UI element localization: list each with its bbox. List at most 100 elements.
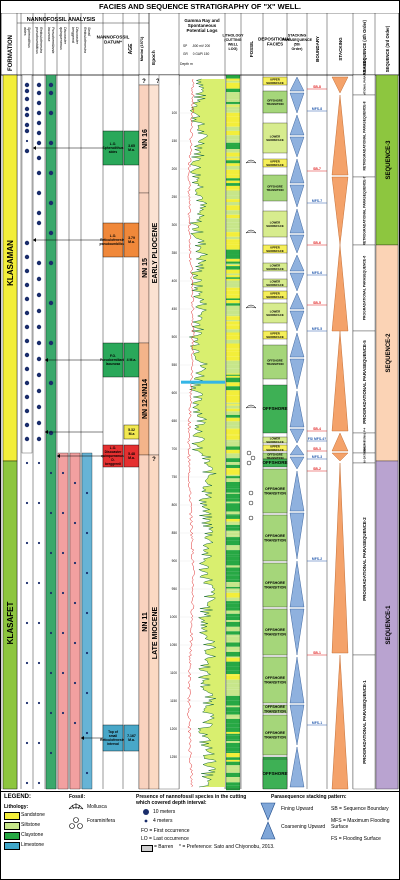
lithology-bed	[226, 518, 240, 522]
lithology-bed	[226, 586, 240, 589]
facies-label: OFFSHORE TRANSITION	[264, 731, 286, 739]
lithology-bed	[226, 700, 240, 706]
lithology-bed	[226, 689, 240, 694]
lithology-bed	[226, 435, 240, 438]
lithology-bed	[226, 393, 240, 396]
lithology-bed	[226, 351, 240, 357]
lithology-bed	[226, 751, 240, 754]
stacking-legend-icons	[260, 802, 276, 840]
occurrence-dot	[25, 139, 29, 143]
occurrence-dot	[85, 611, 89, 615]
lithology-bed	[226, 453, 240, 459]
fining-upward-icon	[289, 428, 305, 444]
facies-band	[262, 436, 288, 444]
epoch-unknown: ?	[152, 457, 156, 463]
occurrence-dot	[25, 741, 29, 745]
coarsening-upward-icon	[289, 746, 305, 788]
lithology-bed	[226, 386, 240, 391]
lithology-bed	[226, 332, 240, 336]
lithology-bed	[226, 112, 240, 117]
mollusca-icon	[245, 229, 257, 234]
lithology-bed	[226, 84, 240, 89]
lithology-bed	[226, 425, 240, 429]
occurrence-dot	[24, 148, 30, 154]
lithology-bed	[226, 780, 240, 783]
occurrence-dot	[24, 436, 30, 442]
fining-upward-icon	[331, 452, 349, 462]
lithology-bed	[226, 428, 240, 430]
lithology-bed	[226, 310, 240, 315]
lithology-bed	[226, 731, 240, 734]
fining-upward-icon	[289, 272, 305, 292]
lithology-bed	[226, 492, 240, 494]
depth-tick: 850	[172, 531, 178, 535]
fining-upward-icon	[289, 234, 305, 254]
lithology-bed	[226, 348, 240, 350]
fining-upward-icon	[331, 76, 349, 94]
occurrence-dot	[85, 571, 89, 575]
facies-band	[262, 158, 288, 168]
occurrence-dot	[25, 581, 29, 585]
occurrence-dot	[36, 140, 42, 146]
occurrence-dot	[36, 100, 42, 106]
lithology-bed	[226, 469, 240, 475]
dot-4m-icon	[144, 819, 148, 823]
lithology-bed	[226, 190, 240, 196]
occurrence-dot	[49, 711, 53, 715]
lithology-bed	[226, 305, 240, 311]
legend-lithology-label: Lithology:	[4, 804, 29, 810]
coarsening-upward-icon	[331, 244, 349, 332]
lithology-bed	[226, 374, 240, 376]
lithology-bed	[226, 103, 240, 106]
facies-band	[262, 562, 288, 608]
mollusca-icon	[245, 159, 257, 164]
foraminifera-icon	[248, 515, 254, 521]
facies-label: OFFSHORE TRANSITION	[264, 487, 286, 495]
boundary-label: MFS-7	[312, 199, 322, 203]
header-facies: DEPOSITIONAL FACIES	[258, 37, 292, 47]
boundary-label: SB-3	[313, 447, 321, 451]
lithology-bed	[226, 723, 240, 728]
lithology-bed	[226, 634, 240, 637]
occurrence-dot	[73, 681, 77, 685]
lithology-bed	[226, 316, 240, 320]
lithology-bed	[226, 142, 240, 145]
occurrence-dot	[73, 641, 77, 645]
lithology-bed	[226, 579, 240, 583]
lithology-bed	[226, 180, 240, 184]
lithology-bed	[226, 335, 240, 340]
facies-band	[262, 384, 288, 434]
legend-title: LEGEND:	[4, 794, 31, 800]
lithology-bed	[226, 298, 240, 301]
header-parasequence: PARASEQUENCE (4th Order)	[362, 19, 367, 77]
facies-label: OFFSHORE TRANSITION	[264, 628, 286, 636]
lithology-bed	[226, 278, 240, 281]
datum-box	[102, 130, 124, 166]
foraminifera-icon	[250, 455, 256, 461]
occurrence-dot	[24, 240, 30, 246]
legend-lo: LO = Last occurrence	[141, 836, 189, 842]
facies-label: UPPER SHOREFACE	[266, 246, 284, 253]
datum-age: 3.65 M.a.	[128, 144, 135, 152]
boundary-label: SB-5	[313, 301, 321, 305]
facies-band	[262, 656, 288, 704]
header-age: AGE	[128, 43, 134, 55]
parasequence-label: PROGRADATIONAL PARASEQUENCE-6	[363, 256, 367, 321]
lithology-bed	[226, 711, 240, 715]
occurrence-dot	[48, 380, 54, 386]
lithology-bed	[226, 441, 240, 447]
lithology-bed	[226, 109, 240, 113]
lithology-bed	[226, 116, 240, 122]
fining-upward-icon	[289, 92, 305, 114]
coarsening-upward-icon	[289, 656, 305, 704]
lithology-bed	[226, 613, 240, 617]
lithology-bed	[226, 377, 240, 383]
facies-band	[262, 262, 288, 272]
lithology-bed	[226, 236, 240, 240]
arrowhead-icon	[45, 430, 48, 434]
log-depth-label: Depth m	[180, 62, 193, 66]
lithology-bed	[226, 429, 240, 435]
lithology-bed	[226, 214, 240, 219]
lithology-bed	[226, 122, 240, 127]
